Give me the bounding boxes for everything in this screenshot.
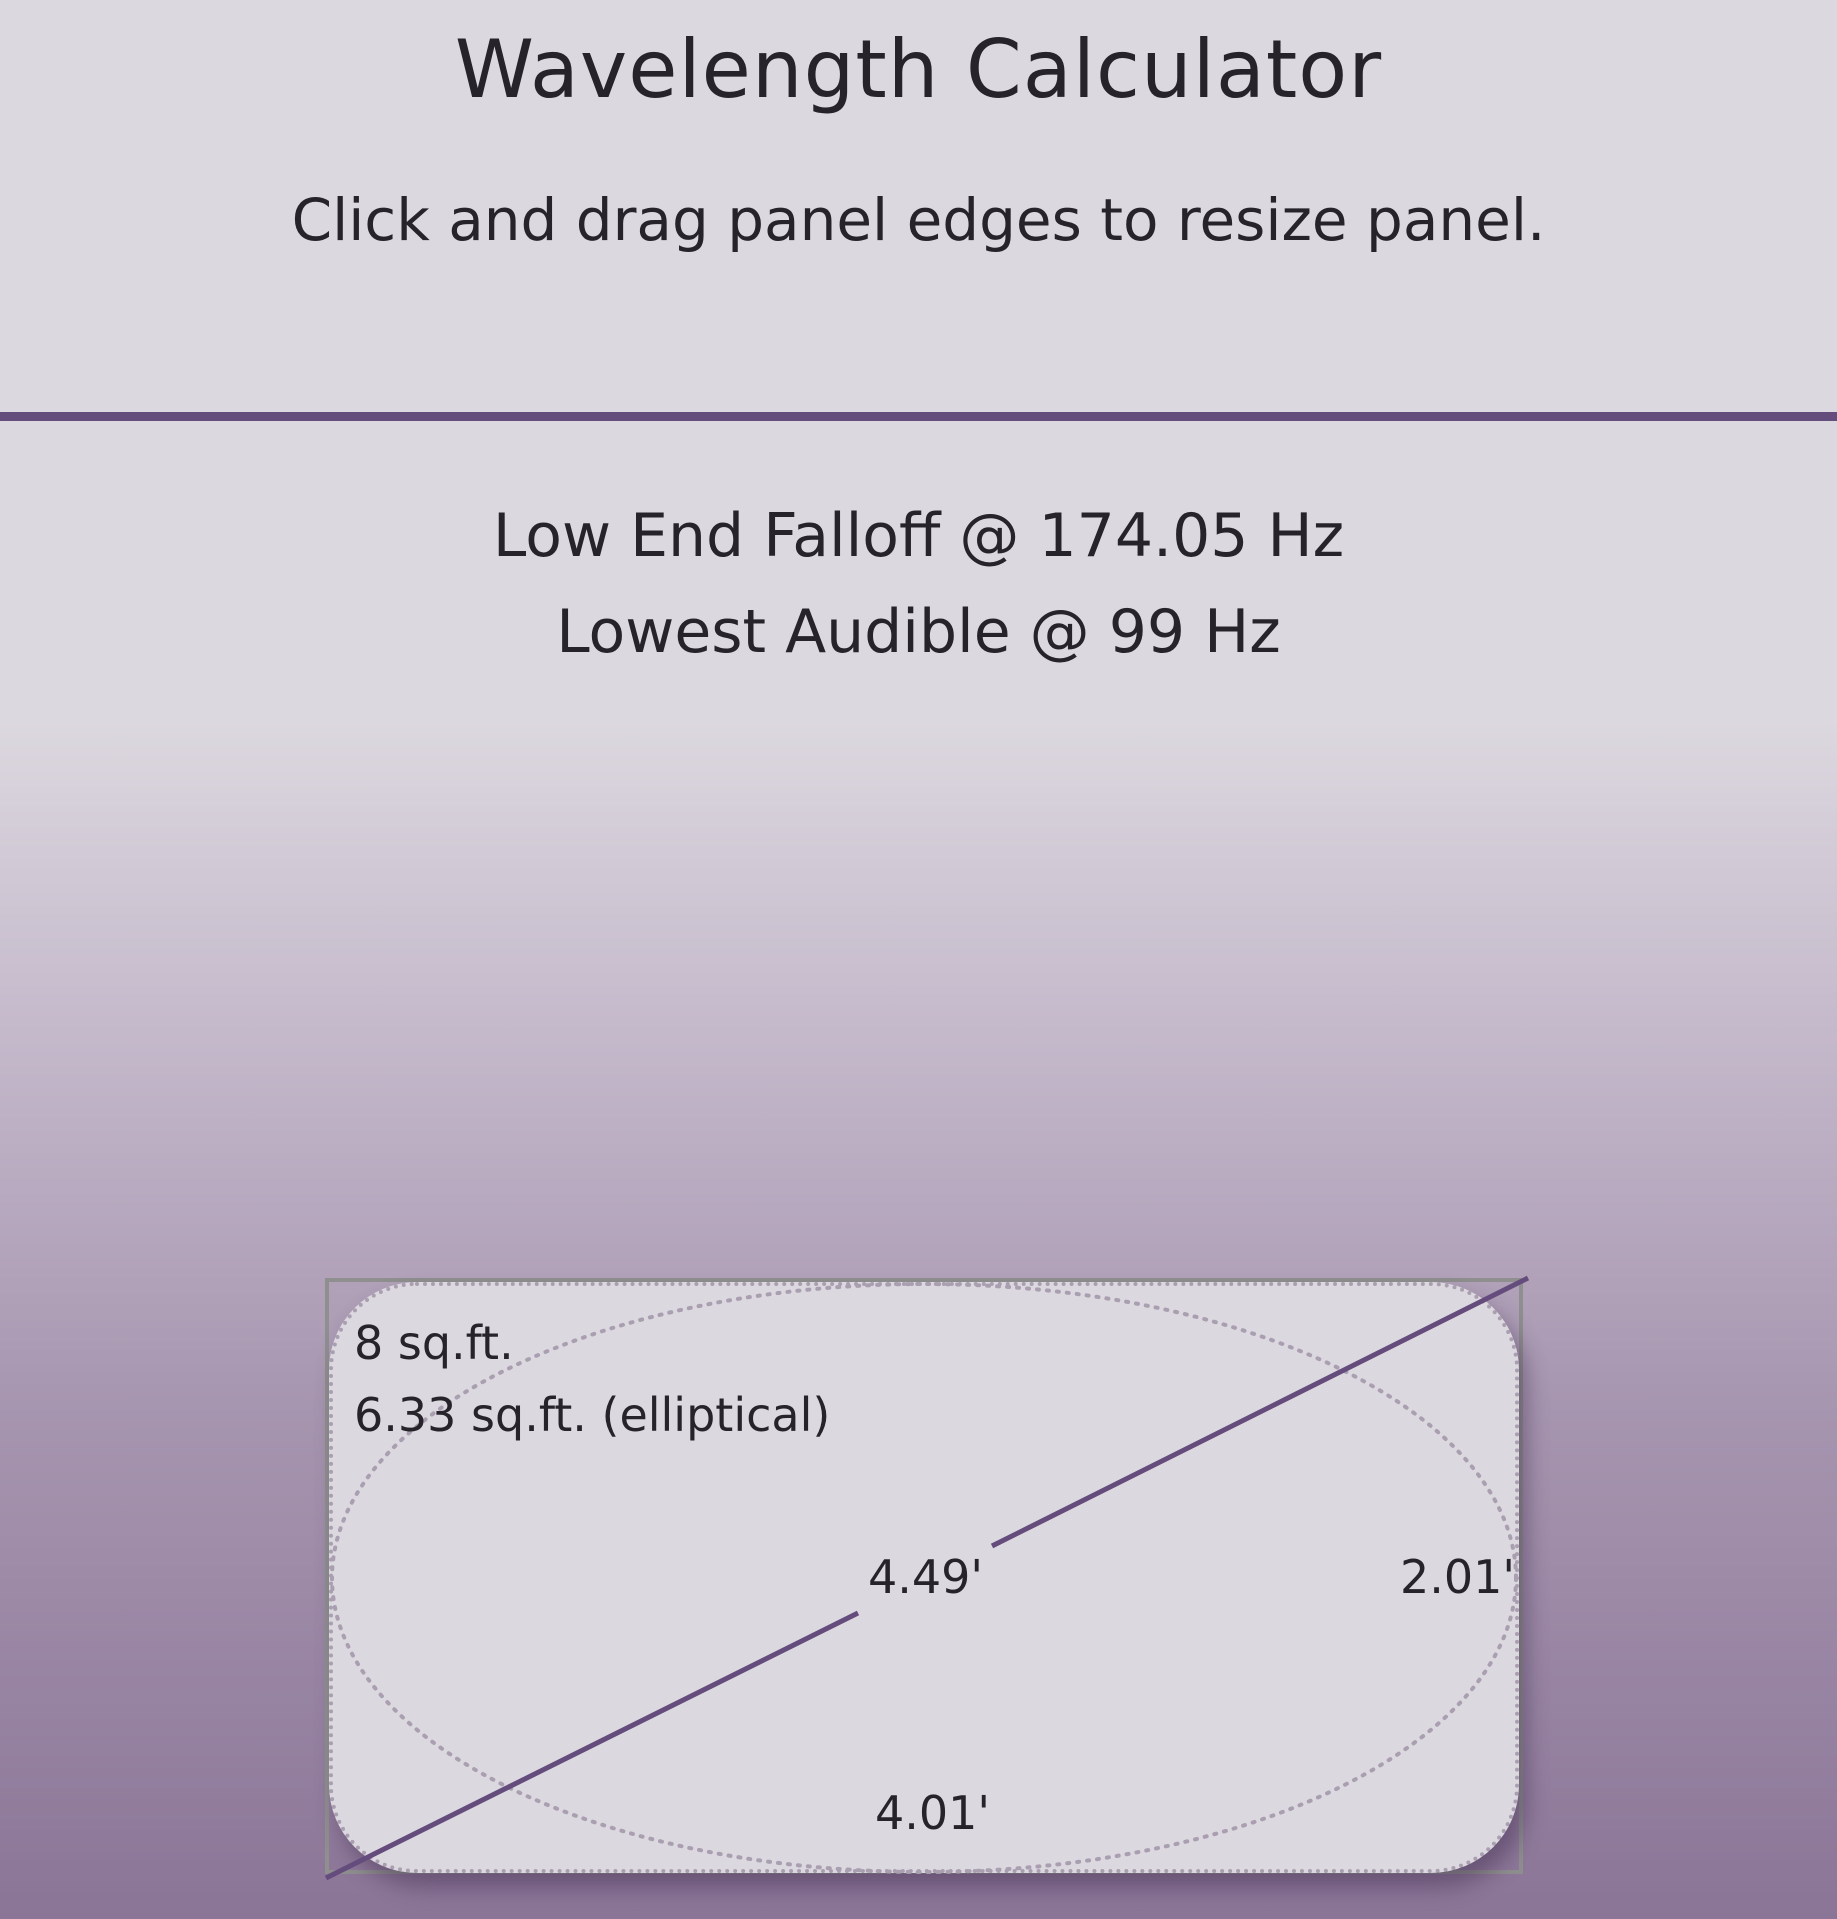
header: Wavelength Calculator Click and drag pan… xyxy=(0,0,1837,414)
elliptical-area-label: 6.33 sq.ft. (elliptical) xyxy=(354,1388,831,1442)
instruction-text: Click and drag panel edges to resize pan… xyxy=(291,186,1546,254)
page-title: Wavelength Calculator xyxy=(454,23,1383,116)
diagonal-dimension-label: 4.49' xyxy=(868,1550,984,1604)
low-end-falloff-readout: Low End Falloff @ 174.05 Hz xyxy=(492,501,1345,571)
rectangular-area-label: 8 sq.ft. xyxy=(354,1316,514,1370)
height-dimension-label: 2.01' xyxy=(1400,1550,1516,1604)
header-divider xyxy=(0,412,1837,421)
width-dimension-label: 4.01' xyxy=(875,1786,991,1840)
lowest-audible-readout: Lowest Audible @ 99 Hz xyxy=(556,597,1281,667)
